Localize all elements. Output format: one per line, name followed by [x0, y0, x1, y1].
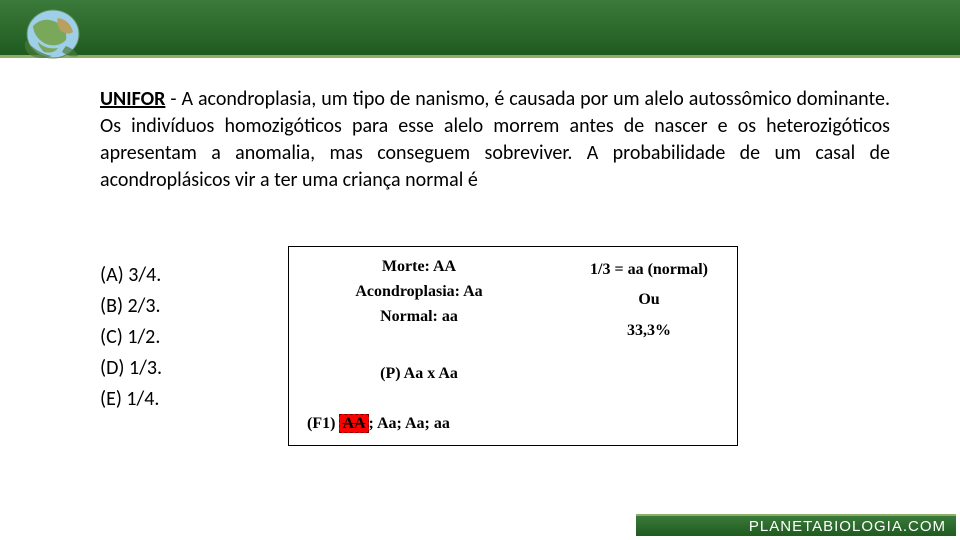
- option-e: (E) 1/4.: [100, 384, 162, 415]
- key-normal: Normal: aa: [289, 305, 549, 330]
- key-death: Morte: AA: [289, 255, 549, 280]
- f1-rest: ; Aa; Aa; aa: [369, 415, 450, 432]
- genotype-key: Morte: AA Acondroplasia: Aa Normal: aa: [289, 255, 549, 329]
- f1-generation: (F1) AA; Aa; Aa; aa: [307, 415, 450, 433]
- option-c: (C) 1/2.: [100, 322, 162, 353]
- result-or: Ou: [569, 285, 729, 315]
- earth-globe-icon: [18, 6, 88, 60]
- option-a: (A) 3/4.: [100, 260, 162, 291]
- answer-options: (A) 3/4. (B) 2/3. (C) 1/2. (D) 1/3. (E) …: [100, 260, 162, 415]
- result-percent: 33,3%: [569, 316, 729, 346]
- f1-prefix: (F1): [307, 415, 339, 432]
- key-acondroplasia: Acondroplasia: Aa: [289, 280, 549, 305]
- f1-dead-genotype: AA: [339, 414, 368, 433]
- result-fraction: 1/3 = aa (normal): [569, 255, 729, 285]
- parental-cross: (P) Aa x Aa: [289, 365, 549, 383]
- option-b: (B) 2/3.: [100, 291, 162, 322]
- question-block: UNIFOR - A acondroplasia, um tipo de nan…: [100, 86, 890, 194]
- question-text: UNIFOR - A acondroplasia, um tipo de nan…: [100, 86, 890, 194]
- footer-brand-text: PLANETABIOLOGIA.COM: [749, 518, 946, 535]
- question-source: UNIFOR: [100, 87, 165, 111]
- option-d: (D) 1/3.: [100, 353, 162, 384]
- result-column: 1/3 = aa (normal) Ou 33,3%: [569, 255, 729, 346]
- question-body: - A acondroplasia, um tipo de nanismo, é…: [100, 87, 890, 192]
- footer-brand-bar: PLANETABIOLOGIA.COM: [636, 514, 956, 536]
- solution-box: Morte: AA Acondroplasia: Aa Normal: aa 1…: [288, 246, 738, 446]
- header-bar: [0, 0, 960, 58]
